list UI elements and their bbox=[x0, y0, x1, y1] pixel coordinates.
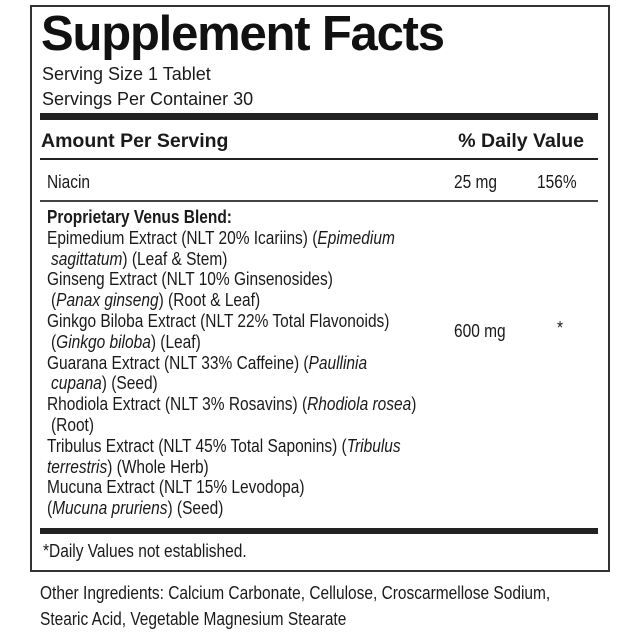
nutrient-amount: 25 mg bbox=[454, 172, 498, 192]
ingredient-text: ( bbox=[47, 498, 53, 519]
footnote: *Daily Values not established. bbox=[43, 541, 247, 561]
ingredient-text: Epimedium Extract (NLT 20% Icariins) ( bbox=[47, 227, 318, 248]
thick-divider bbox=[40, 528, 598, 534]
blend-ingredient-line: Guarana Extract (NLT 33% Caffeine) (Paul… bbox=[47, 353, 477, 374]
botanical-name: Epimedium bbox=[317, 227, 395, 248]
blend-name: Proprietary Venus Blend: bbox=[47, 207, 232, 227]
blend-ingredient-line: (Panax ginseng) (Root & Leaf) bbox=[47, 290, 477, 311]
blend-ingredient-line: Tribulus Extract (NLT 45% Total Saponins… bbox=[47, 436, 477, 457]
ingredient-text: ) (Root & Leaf) bbox=[158, 290, 261, 311]
ingredient-text: ) (Whole Herb) bbox=[107, 456, 209, 477]
blend-ingredient-line: (Root) bbox=[47, 415, 477, 436]
amount-per-serving-header: Amount Per Serving bbox=[41, 130, 229, 152]
daily-value-header: % Daily Value bbox=[458, 130, 584, 152]
botanical-name: Rhodiola rosea bbox=[307, 394, 412, 415]
ingredient-text: Rhodiola Extract (NLT 3% Rosavins) ( bbox=[47, 394, 308, 415]
ingredient-text: Ginkgo Biloba Extract (NLT 22% Total Fla… bbox=[47, 310, 390, 331]
blend-ingredient-line: cupana) (Seed) bbox=[47, 373, 477, 394]
blend-ingredient-line: terrestris) (Whole Herb) bbox=[47, 457, 477, 478]
nutrient-daily-value: 156% bbox=[537, 172, 577, 192]
botanical-name: Paullinia bbox=[308, 352, 368, 373]
divider bbox=[40, 158, 598, 160]
ingredient-text: ( bbox=[51, 331, 57, 352]
blend-ingredient-line: (Mucuna pruriens) (Seed) bbox=[47, 498, 477, 519]
blend-ingredient-line: Ginkgo Biloba Extract (NLT 22% Total Fla… bbox=[47, 311, 477, 332]
ingredient-text: ) bbox=[411, 394, 417, 415]
blend-amount: 600 mg bbox=[454, 321, 506, 341]
thick-divider bbox=[40, 113, 598, 120]
blend-ingredient-line: Mucuna Extract (NLT 15% Levodopa) bbox=[47, 477, 477, 498]
proprietary-blend: Proprietary Venus Blend: Epimedium Extra… bbox=[47, 207, 477, 519]
panel-title: Supplement Facts bbox=[41, 7, 445, 61]
other-ingredients-line: Other Ingredients: Calcium Carbonate, Ce… bbox=[40, 583, 551, 603]
nutrient-name: Niacin bbox=[47, 172, 91, 192]
other-ingredients-line: Stearic Acid, Vegetable Magnesium Steara… bbox=[40, 609, 347, 629]
servings-per-container: Servings Per Container 30 bbox=[42, 89, 254, 109]
blend-daily-value: * bbox=[557, 318, 564, 338]
blend-ingredient-line: sagittatum) (Leaf & Stem) bbox=[47, 249, 477, 270]
botanical-name: terrestris bbox=[47, 456, 108, 477]
botanical-name: Ginkgo biloba bbox=[56, 331, 151, 352]
blend-ingredient-line: Rhodiola Extract (NLT 3% Rosavins) (Rhod… bbox=[47, 394, 477, 415]
ingredient-text: ) (Leaf & Stem) bbox=[122, 248, 228, 269]
botanical-name: Mucuna pruriens bbox=[52, 498, 168, 519]
blend-ingredient-line: (Ginkgo biloba) (Leaf) bbox=[47, 332, 477, 353]
blend-ingredient-line: Ginseng Extract (NLT 10% Ginsenosides) bbox=[47, 269, 477, 290]
ingredient-text: (Root) bbox=[51, 414, 95, 435]
ingredient-text: ) (Leaf) bbox=[150, 331, 201, 352]
ingredient-text: ) (Seed) bbox=[101, 373, 158, 394]
blend-ingredient-line: Epimedium Extract (NLT 20% Icariins) (Ep… bbox=[47, 228, 477, 249]
supplement-facts-panel bbox=[30, 5, 610, 572]
serving-size: Serving Size 1 Tablet bbox=[42, 64, 211, 84]
ingredient-text: ( bbox=[51, 290, 57, 311]
botanical-name: Panax ginseng bbox=[56, 290, 159, 311]
botanical-name: Tribulus bbox=[346, 435, 401, 456]
botanical-name: cupana bbox=[51, 373, 102, 394]
ingredient-text: Guarana Extract (NLT 33% Caffeine) ( bbox=[47, 352, 309, 373]
divider bbox=[40, 200, 598, 202]
ingredient-text: Ginseng Extract (NLT 10% Ginsenosides) bbox=[47, 269, 333, 290]
botanical-name: sagittatum bbox=[51, 248, 123, 269]
ingredient-text: Mucuna Extract (NLT 15% Levodopa) bbox=[47, 477, 305, 498]
ingredient-text: ) (Seed) bbox=[167, 498, 224, 519]
ingredient-text: Tribulus Extract (NLT 45% Total Saponins… bbox=[47, 435, 347, 456]
